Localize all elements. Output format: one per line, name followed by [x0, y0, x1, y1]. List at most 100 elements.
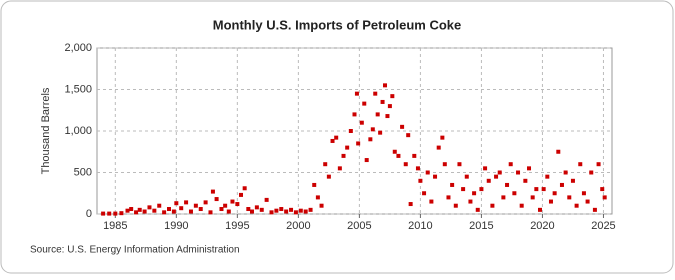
- data-point: [519, 203, 524, 208]
- data-point: [425, 170, 430, 175]
- data-point: [246, 207, 251, 212]
- data-point: [249, 209, 254, 214]
- y-tick-label: 2,000: [64, 42, 92, 54]
- data-point: [303, 209, 308, 214]
- data-point: [167, 207, 172, 212]
- data-point: [203, 200, 208, 205]
- data-point: [440, 135, 445, 140]
- data-point: [457, 162, 462, 167]
- data-point: [545, 174, 550, 179]
- data-point: [436, 145, 441, 150]
- y-axis-label: Thousand Barrels: [40, 87, 52, 174]
- data-point: [570, 178, 575, 183]
- data-point: [585, 199, 590, 204]
- data-point: [352, 112, 357, 117]
- data-point: [284, 209, 289, 214]
- data-point: [383, 83, 388, 88]
- data-point: [356, 141, 361, 146]
- data-point: [208, 210, 213, 215]
- data-point: [406, 133, 411, 138]
- data-point: [446, 195, 451, 200]
- data-point: [308, 207, 313, 212]
- data-point: [362, 101, 367, 106]
- data-point: [174, 201, 179, 206]
- data-point: [415, 166, 420, 171]
- data-point: [378, 130, 383, 135]
- data-point: [193, 203, 198, 208]
- data-point: [334, 135, 339, 140]
- data-point: [364, 158, 369, 163]
- data-point: [574, 203, 579, 208]
- data-point: [269, 210, 274, 215]
- x-tick-label: 1985: [103, 220, 127, 232]
- data-point: [534, 187, 539, 192]
- data-point: [375, 112, 380, 117]
- y-tick-label: 1,500: [64, 83, 92, 95]
- data-point: [210, 189, 215, 194]
- data-point: [602, 195, 607, 200]
- data-point: [184, 200, 189, 205]
- data-point: [345, 145, 350, 150]
- data-point: [279, 207, 284, 212]
- data-point: [337, 166, 342, 171]
- data-point: [479, 187, 484, 192]
- data-point: [129, 207, 134, 212]
- data-point: [468, 199, 473, 204]
- data-point: [408, 202, 413, 207]
- data-point: [235, 202, 240, 207]
- data-point: [461, 187, 466, 192]
- data-point: [412, 153, 417, 158]
- data-point: [157, 203, 162, 208]
- data-point: [137, 207, 142, 212]
- data-point: [179, 206, 184, 211]
- data-point: [497, 170, 502, 175]
- data-point: [368, 137, 373, 142]
- data-point: [380, 99, 385, 104]
- data-point: [387, 104, 392, 109]
- data-point: [171, 209, 176, 214]
- data-point: [589, 170, 594, 175]
- data-point: [330, 138, 335, 143]
- data-point: [403, 162, 408, 167]
- data-point: [219, 207, 224, 212]
- data-point: [264, 197, 269, 202]
- data-point: [214, 197, 219, 202]
- data-point: [113, 211, 118, 216]
- x-tick-label: 2010: [408, 220, 432, 232]
- data-point: [400, 124, 405, 129]
- data-point: [523, 178, 528, 183]
- data-point: [354, 91, 359, 96]
- data-point: [559, 182, 564, 187]
- data-point: [450, 182, 455, 187]
- data-point: [142, 209, 147, 214]
- data-point: [274, 208, 279, 213]
- data-point: [226, 209, 231, 214]
- data-point: [326, 174, 331, 179]
- data-point: [527, 166, 532, 171]
- data-point: [254, 205, 259, 210]
- data-point: [483, 166, 488, 171]
- data-point: [188, 209, 193, 214]
- x-tick-label: 2005: [347, 220, 371, 232]
- data-point: [259, 207, 264, 212]
- data-point: [162, 210, 167, 215]
- x-tick-label: 2020: [530, 220, 554, 232]
- data-point: [239, 192, 244, 197]
- data-point: [125, 208, 130, 213]
- data-point: [289, 207, 294, 212]
- data-point: [230, 199, 235, 204]
- data-point: [494, 174, 499, 179]
- data-point: [508, 162, 513, 167]
- data-point: [578, 162, 583, 167]
- data-point: [370, 127, 375, 132]
- data-point: [505, 182, 510, 187]
- data-point: [537, 207, 542, 212]
- data-point: [119, 211, 124, 216]
- data-point: [581, 191, 586, 196]
- data-point: [501, 195, 506, 200]
- data-point: [390, 94, 395, 99]
- y-tick-label: 500: [74, 166, 92, 178]
- data-point: [392, 149, 397, 154]
